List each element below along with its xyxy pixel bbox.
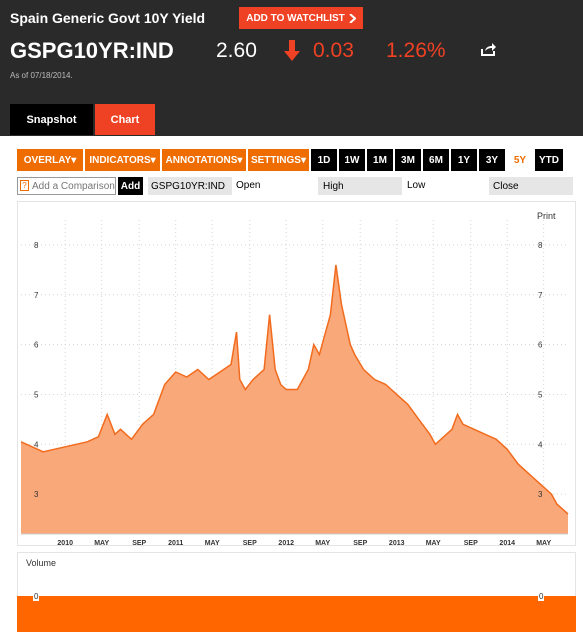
range-1y[interactable]: 1Y xyxy=(451,149,477,171)
ticker-symbol: GSPG10YR:IND xyxy=(10,38,174,63)
range-6m[interactable]: 6M xyxy=(423,149,449,171)
add-to-watchlist-button[interactable]: ADD TO WATCHLIST xyxy=(239,7,363,29)
as-of-date: As of 07/18/2014. xyxy=(10,71,73,80)
range-ytd[interactable]: YTD xyxy=(535,149,563,171)
watchlist-label: ADD TO WATCHLIST xyxy=(246,12,345,24)
range-1d[interactable]: 1D xyxy=(311,149,337,171)
compare-ticker: GSPG10YR:IND xyxy=(148,177,232,195)
range-1m[interactable]: 1M xyxy=(367,149,393,171)
volume-label: Volume xyxy=(26,558,57,568)
overlay-menu[interactable]: OVERLAY ▾ xyxy=(17,149,83,171)
last-price: 2.60 xyxy=(216,39,257,62)
volume-axis-right: 0 xyxy=(538,592,545,601)
chart-toolbar: OVERLAY ▾ INDICATORS ▾ ANNOTATIONS ▾ SETTIN… xyxy=(17,149,576,171)
add-comparison-button[interactable]: Add xyxy=(118,177,143,195)
quote-header: Spain Generic Govt 10Y Yield ADD TO WATC… xyxy=(0,0,583,136)
low-label: Low xyxy=(407,180,426,191)
tab-snapshot[interactable]: Snapshot xyxy=(10,104,93,135)
print-link[interactable]: Print xyxy=(537,211,556,221)
percent-change: 1.26% xyxy=(386,39,446,62)
range-3y[interactable]: 3Y xyxy=(479,149,505,171)
open-label: Open xyxy=(236,180,261,191)
chevron-right-icon xyxy=(349,13,356,23)
security-name: Spain Generic Govt 10Y Yield xyxy=(10,10,206,26)
price-change: 0.03 xyxy=(313,39,354,62)
indicators-menu[interactable]: INDICATORS ▾ xyxy=(85,149,160,171)
price-chart[interactable] xyxy=(17,201,576,546)
range-5y[interactable]: 5Y xyxy=(507,149,533,171)
share-icon[interactable] xyxy=(480,42,497,57)
high-label: High xyxy=(318,177,402,195)
settings-menu[interactable]: SETTINGS ▾ xyxy=(248,149,309,171)
volume-bar xyxy=(17,596,576,632)
range-3m[interactable]: 3M xyxy=(395,149,421,171)
compare-row: ? Add GSPG10YR:IND Open High Low Close xyxy=(17,177,576,195)
compare-input[interactable] xyxy=(17,177,116,195)
arrow-down-icon xyxy=(284,40,300,61)
annotations-menu[interactable]: ANNOTATIONS ▾ xyxy=(162,149,246,171)
tab-chart[interactable]: Chart xyxy=(95,104,155,135)
range-1w[interactable]: 1W xyxy=(339,149,365,171)
close-label: Close xyxy=(489,177,573,195)
help-icon[interactable]: ? xyxy=(20,180,29,191)
volume-axis-left: 0 xyxy=(33,592,40,601)
